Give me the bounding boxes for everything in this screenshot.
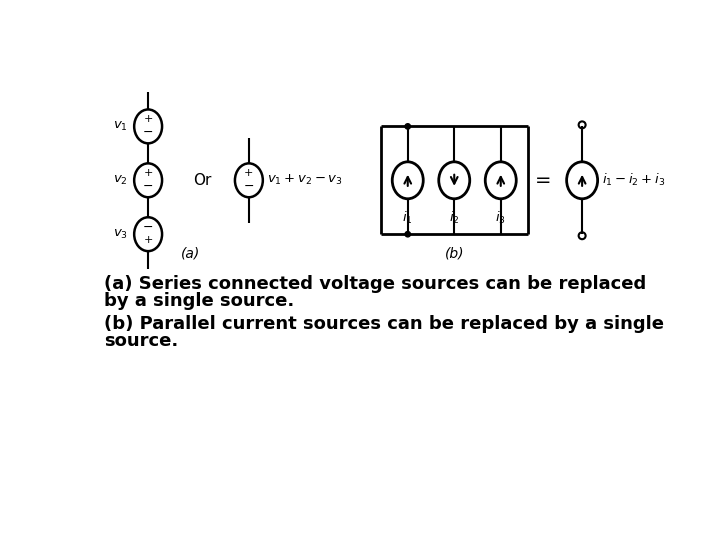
Text: +: + [143, 168, 153, 178]
Text: +: + [143, 114, 153, 125]
Text: $i_3$: $i_3$ [495, 210, 506, 226]
Text: $i_2$: $i_2$ [449, 210, 459, 226]
Text: $v_1 + v_2 - v_3$: $v_1 + v_2 - v_3$ [267, 173, 343, 187]
Text: +: + [244, 168, 253, 178]
Circle shape [405, 124, 410, 129]
Text: +: + [143, 235, 153, 245]
Text: (a): (a) [181, 246, 200, 260]
Text: $i_1 - i_2 + i_3$: $i_1 - i_2 + i_3$ [602, 172, 665, 188]
Text: =: = [535, 171, 552, 190]
Text: by a single source.: by a single source. [104, 292, 294, 310]
Text: $v_2$: $v_2$ [113, 174, 128, 187]
Circle shape [405, 232, 410, 237]
Text: −: − [143, 126, 153, 139]
Text: source.: source. [104, 332, 179, 350]
Text: Or: Or [193, 173, 212, 188]
Text: (b) Parallel current sources can be replaced by a single: (b) Parallel current sources can be repl… [104, 315, 664, 333]
Text: $v_1$: $v_1$ [113, 120, 128, 133]
Text: $v_3$: $v_3$ [113, 228, 128, 241]
Text: $i_1$: $i_1$ [402, 210, 413, 226]
Text: −: − [143, 221, 153, 234]
Text: −: − [143, 180, 153, 193]
Text: −: − [243, 180, 254, 193]
Text: (b): (b) [444, 246, 464, 260]
Text: (a) Series connected voltage sources can be replaced: (a) Series connected voltage sources can… [104, 275, 647, 293]
